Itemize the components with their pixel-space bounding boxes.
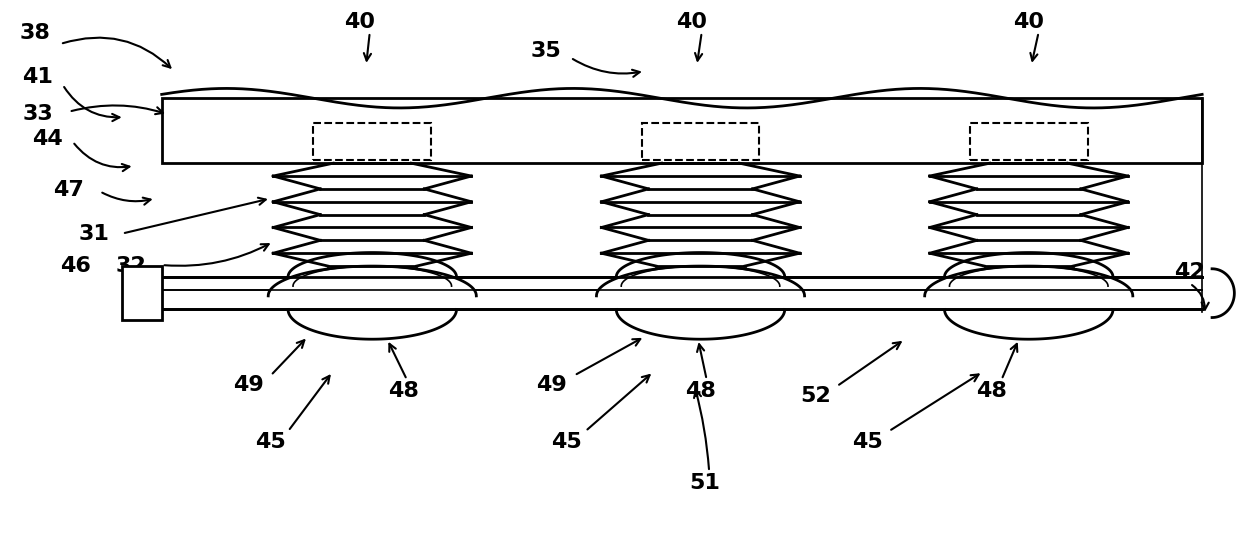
Polygon shape: [288, 310, 456, 339]
Text: 52: 52: [800, 386, 831, 406]
Text: 46: 46: [60, 256, 91, 276]
Bar: [641, 123, 759, 161]
Polygon shape: [945, 310, 1114, 339]
Text: 38: 38: [20, 23, 51, 43]
Polygon shape: [288, 252, 456, 277]
Text: 41: 41: [22, 67, 53, 86]
Polygon shape: [616, 310, 785, 339]
Bar: [161, 98, 1202, 163]
Text: 48: 48: [684, 381, 715, 401]
Text: 45: 45: [552, 432, 582, 452]
Text: 35: 35: [531, 41, 560, 60]
Text: 40: 40: [676, 12, 707, 33]
Text: 42: 42: [1174, 262, 1205, 281]
Text: 45: 45: [255, 432, 286, 452]
Text: 40: 40: [345, 12, 376, 33]
Text: 51: 51: [688, 473, 719, 493]
Bar: [122, 266, 161, 320]
Text: 47: 47: [53, 180, 84, 200]
Text: 49: 49: [233, 375, 264, 395]
Text: 33: 33: [22, 104, 53, 124]
Text: 48: 48: [388, 381, 419, 401]
Bar: [970, 123, 1087, 161]
Polygon shape: [268, 266, 476, 296]
Text: 40: 40: [1013, 12, 1044, 33]
Text: 45: 45: [852, 432, 883, 452]
Text: 32: 32: [115, 256, 146, 276]
Bar: [314, 123, 432, 161]
Polygon shape: [161, 277, 1202, 310]
Polygon shape: [616, 252, 785, 277]
Text: 31: 31: [78, 224, 109, 244]
Text: 49: 49: [537, 375, 567, 395]
Text: 44: 44: [32, 129, 63, 149]
Polygon shape: [596, 266, 805, 296]
Polygon shape: [925, 266, 1133, 296]
Polygon shape: [945, 252, 1114, 277]
Text: 48: 48: [976, 381, 1007, 401]
